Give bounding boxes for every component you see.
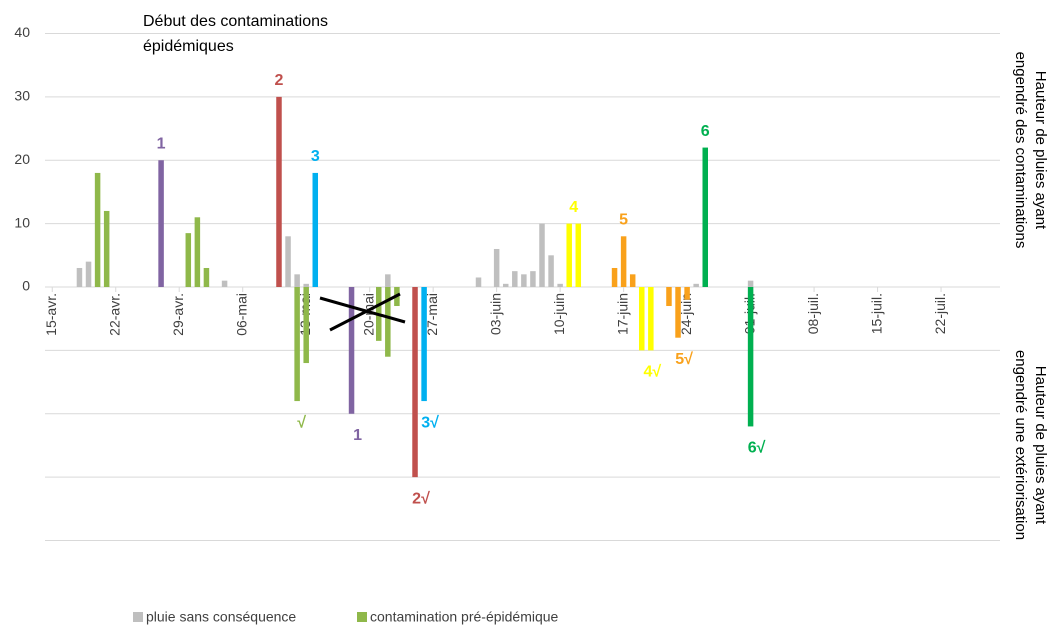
event-label: 2 bbox=[275, 72, 284, 89]
bar bbox=[194, 217, 201, 287]
x-tick-label: 29-avr. bbox=[170, 293, 186, 336]
y-tick-label: 0 bbox=[22, 278, 30, 294]
bar bbox=[575, 223, 582, 287]
bar bbox=[385, 287, 391, 357]
bar bbox=[747, 280, 754, 287]
event-label: 3 bbox=[311, 148, 320, 165]
event-label: 6√ bbox=[748, 440, 766, 457]
bar bbox=[530, 271, 536, 287]
event-label: 5√ bbox=[675, 351, 693, 368]
legend-label: contamination pré-épidémique bbox=[370, 609, 559, 625]
x-tick-label: 15-avr. bbox=[43, 293, 59, 336]
bar bbox=[85, 261, 92, 287]
cross-mark bbox=[329, 292, 401, 332]
bar bbox=[702, 147, 708, 287]
bar bbox=[666, 287, 672, 307]
event-label: 1 bbox=[157, 135, 166, 152]
bar bbox=[203, 267, 210, 287]
bar bbox=[629, 274, 636, 287]
bar bbox=[512, 271, 518, 287]
cross-mark bbox=[319, 296, 406, 324]
y-axis-title: Hauteur de pluies ayant bbox=[1032, 71, 1049, 230]
bar bbox=[693, 283, 699, 287]
bar bbox=[747, 287, 754, 427]
x-tick-label: 20-mai bbox=[360, 293, 376, 336]
event-label: 5 bbox=[619, 212, 628, 229]
y-tick-label: 30 bbox=[14, 88, 30, 104]
bar bbox=[675, 287, 681, 338]
bar bbox=[94, 172, 101, 287]
bar bbox=[276, 96, 282, 287]
bar bbox=[303, 287, 309, 364]
legend-swatch bbox=[357, 612, 367, 622]
bar bbox=[475, 277, 482, 287]
bar bbox=[412, 287, 418, 478]
bar bbox=[648, 287, 654, 351]
x-tick-label: 08-juil. bbox=[805, 293, 821, 334]
event-label: 4 bbox=[569, 199, 578, 216]
y-axis-title: engendré une extériorisation bbox=[1012, 350, 1029, 540]
bar bbox=[639, 287, 645, 351]
event-label: 4√ bbox=[643, 364, 661, 381]
bar bbox=[285, 236, 291, 287]
bar bbox=[502, 283, 509, 287]
bar bbox=[421, 287, 427, 402]
bar bbox=[312, 172, 319, 287]
event-label: 2√ bbox=[412, 490, 430, 507]
x-tick-label: 06-mai bbox=[233, 293, 249, 336]
bar bbox=[294, 274, 300, 287]
x-tick-label: 10-juin bbox=[551, 293, 567, 335]
bar bbox=[294, 287, 300, 402]
bar bbox=[566, 223, 572, 287]
legend-swatch bbox=[133, 612, 143, 622]
plot-area: 01020304015-avr.22-avr.29-avr.06-mai13-m… bbox=[14, 24, 1000, 625]
bar bbox=[76, 267, 83, 287]
y-tick-label: 10 bbox=[14, 214, 30, 230]
x-tick-label: 22-avr. bbox=[106, 293, 122, 336]
event-label: 6 bbox=[701, 123, 710, 140]
x-tick-label: 24-juin bbox=[678, 293, 694, 335]
x-tick-label: 27-mai bbox=[424, 293, 440, 336]
event-label: 1 bbox=[353, 427, 362, 444]
bar bbox=[548, 255, 554, 287]
x-tick-label: 15-juil. bbox=[868, 293, 884, 334]
y-axis-title: Hauteur de pluies ayant bbox=[1032, 366, 1049, 525]
bar bbox=[185, 233, 192, 287]
bar bbox=[557, 283, 563, 287]
bar bbox=[493, 248, 500, 287]
event-label: 3√ bbox=[421, 414, 439, 431]
bar bbox=[684, 287, 690, 300]
legend-label: pluie sans conséquence bbox=[146, 609, 296, 625]
y-tick-label: 20 bbox=[14, 151, 30, 167]
bar bbox=[103, 210, 110, 287]
y-tick-label: 40 bbox=[14, 24, 30, 40]
bar bbox=[620, 236, 627, 287]
bar bbox=[611, 267, 618, 287]
x-tick-label: 22-juil. bbox=[932, 293, 948, 334]
bar bbox=[158, 160, 164, 287]
annotation: Début des contaminations bbox=[143, 13, 328, 30]
bar bbox=[303, 283, 309, 287]
bar bbox=[521, 274, 527, 287]
bar bbox=[348, 287, 355, 414]
bar bbox=[539, 223, 545, 287]
bar bbox=[221, 280, 228, 287]
y-axis-title: engendré des contaminations bbox=[1012, 52, 1029, 249]
x-tick-label: 03-juin bbox=[487, 293, 503, 335]
bar bbox=[385, 274, 391, 287]
annotation: épidémiques bbox=[143, 38, 234, 55]
series-annotation: √ bbox=[297, 414, 306, 431]
x-tick-label: 17-juin bbox=[614, 293, 630, 335]
